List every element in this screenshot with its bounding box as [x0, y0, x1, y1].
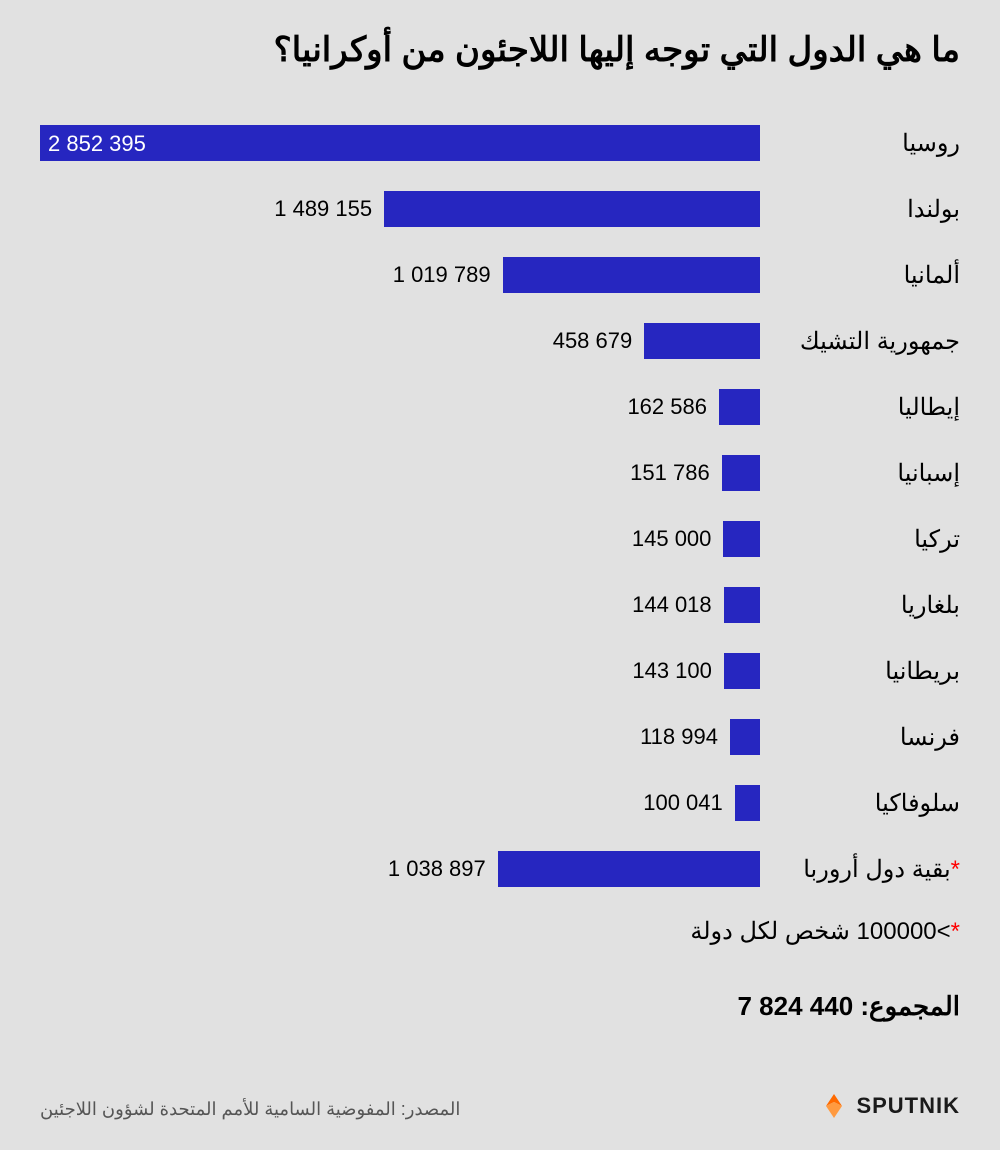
bar-row: إيطاليا 162 586 — [40, 389, 960, 425]
bar-value: 1 019 789 — [393, 262, 503, 288]
bar-value: 144 018 — [632, 592, 724, 618]
bar-value: 118 994 — [640, 724, 730, 750]
bar-chart: روسيا 2 852 395 بولندا 1 489 155 ألمانيا 1 01… — [40, 125, 960, 887]
bar-container: 1 019 789 — [40, 257, 760, 293]
footnote: *>100000 شخص لكل دولة — [40, 917, 960, 946]
bar-row: فرنسا 118 994 — [40, 719, 960, 755]
bar-label: سلوفاكيا — [760, 789, 960, 818]
bar-row: جمهورية التشيك 458 679 — [40, 323, 960, 359]
bar — [724, 653, 760, 689]
bar — [724, 587, 760, 623]
bar-label: روسيا — [760, 129, 960, 158]
bar-container: 100 041 — [40, 785, 760, 821]
total-value: 7 824 440 — [737, 991, 853, 1022]
bar — [40, 125, 760, 161]
bar-label: إسبانيا — [760, 459, 960, 488]
bar — [735, 785, 760, 821]
bar-container: 143 100 — [40, 653, 760, 689]
bar-value: 162 586 — [627, 394, 719, 420]
label-asterisk: * — [951, 856, 960, 883]
bar-value: 2 852 395 — [48, 131, 146, 157]
bar — [384, 191, 760, 227]
bar-container: 162 586 — [40, 389, 760, 425]
bar-row: إسبانيا 151 786 — [40, 455, 960, 491]
bar-value: 145 000 — [632, 526, 724, 552]
bar-row: بلغاريا 144 018 — [40, 587, 960, 623]
bar — [722, 455, 760, 491]
bar-label: بريطانيا — [760, 657, 960, 686]
total-row: المجموع: 7 824 440 — [40, 991, 960, 1022]
bar-row: تركيا 145 000 — [40, 521, 960, 557]
bar-container: 144 018 — [40, 587, 760, 623]
bar — [498, 851, 760, 887]
bar — [730, 719, 760, 755]
bar-row: *بقية دول أروربا 1 038 897 — [40, 851, 960, 887]
footnote-asterisk: * — [951, 918, 960, 945]
bar-label: جمهورية التشيك — [760, 327, 960, 356]
bar-row: روسيا 2 852 395 — [40, 125, 960, 161]
chart-title: ما هي الدول التي توجه إليها اللاجئون من … — [40, 30, 960, 70]
bar-label: *بقية دول أروربا — [760, 855, 960, 884]
bar — [723, 521, 760, 557]
bar-value: 151 786 — [630, 460, 722, 486]
bar-row: بريطانيا 143 100 — [40, 653, 960, 689]
bar-row: بولندا 1 489 155 — [40, 191, 960, 227]
source-text: المصدر: المفوضية السامية للأمم المتحدة ل… — [40, 1099, 460, 1120]
logo-text: SPUTNIK — [856, 1093, 960, 1119]
bar-label: إيطاليا — [760, 393, 960, 422]
bar — [503, 257, 760, 293]
bar-label: بلغاريا — [760, 591, 960, 620]
bar-label: تركيا — [760, 525, 960, 554]
bar — [719, 389, 760, 425]
label-text: بقية دول أروربا — [803, 856, 950, 883]
bar-row: ألمانيا 1 019 789 — [40, 257, 960, 293]
bar-label: بولندا — [760, 195, 960, 224]
bar-container: 458 679 — [40, 323, 760, 359]
bar-row: سلوفاكيا 100 041 — [40, 785, 960, 821]
bar-value: 458 679 — [553, 328, 645, 354]
logo-icon — [820, 1092, 848, 1120]
bar-value: 143 100 — [632, 658, 724, 684]
bar-container: 118 994 — [40, 719, 760, 755]
bar-container: 1 038 897 — [40, 851, 760, 887]
bar-container: 2 852 395 — [40, 125, 760, 161]
sputnik-logo: SPUTNIK — [820, 1092, 960, 1120]
bar-label: ألمانيا — [760, 261, 960, 290]
bar-label: فرنسا — [760, 723, 960, 752]
bar — [644, 323, 760, 359]
bar-container: 1 489 155 — [40, 191, 760, 227]
bar-container: 145 000 — [40, 521, 760, 557]
footnote-text: >100000 شخص لكل دولة — [690, 918, 950, 945]
total-label: المجموع: — [860, 991, 960, 1021]
bar-container: 151 786 — [40, 455, 760, 491]
bar-value: 100 041 — [643, 790, 735, 816]
bar-value: 1 038 897 — [388, 856, 498, 882]
bar-value: 1 489 155 — [274, 196, 384, 222]
